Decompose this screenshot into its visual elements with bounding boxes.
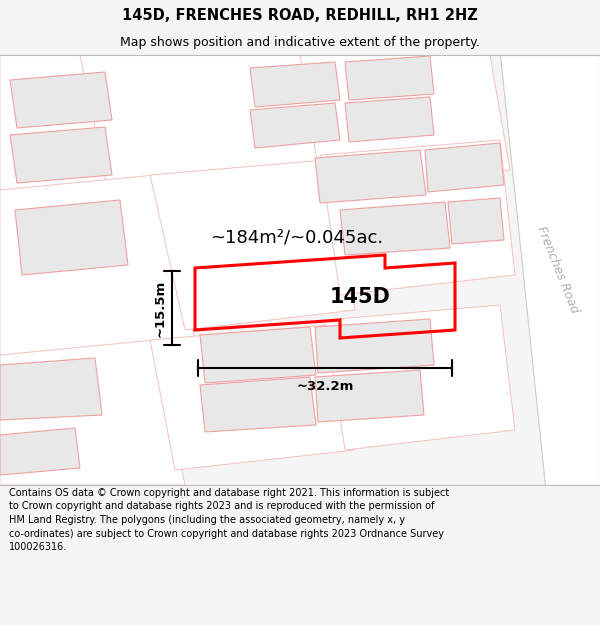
Polygon shape	[150, 325, 355, 470]
Polygon shape	[80, 55, 340, 200]
Polygon shape	[250, 103, 340, 148]
Polygon shape	[500, 55, 600, 485]
Polygon shape	[345, 56, 434, 100]
Polygon shape	[0, 358, 102, 420]
Polygon shape	[345, 97, 434, 142]
Polygon shape	[300, 55, 510, 180]
Text: 145D: 145D	[329, 287, 391, 307]
Text: Contains OS data © Crown copyright and database right 2021. This information is : Contains OS data © Crown copyright and d…	[9, 488, 449, 552]
Polygon shape	[315, 150, 426, 203]
Polygon shape	[325, 305, 515, 450]
Polygon shape	[0, 428, 80, 475]
Polygon shape	[315, 370, 424, 422]
Polygon shape	[0, 340, 185, 485]
Polygon shape	[200, 327, 316, 383]
Text: ~32.2m: ~32.2m	[296, 380, 353, 393]
Polygon shape	[10, 72, 112, 128]
Polygon shape	[10, 127, 112, 183]
Polygon shape	[0, 55, 165, 210]
Text: Frenches Road: Frenches Road	[535, 224, 581, 316]
Polygon shape	[15, 200, 128, 275]
Polygon shape	[150, 160, 355, 330]
Polygon shape	[250, 62, 340, 107]
Polygon shape	[448, 198, 504, 244]
Polygon shape	[315, 319, 434, 373]
Text: ~15.5m: ~15.5m	[154, 279, 167, 337]
Polygon shape	[0, 175, 195, 360]
Polygon shape	[340, 202, 450, 255]
Polygon shape	[425, 143, 504, 192]
Polygon shape	[200, 377, 316, 432]
Text: Map shows position and indicative extent of the property.: Map shows position and indicative extent…	[120, 36, 480, 49]
Polygon shape	[320, 140, 515, 295]
Text: 145D, FRENCHES ROAD, REDHILL, RH1 2HZ: 145D, FRENCHES ROAD, REDHILL, RH1 2HZ	[122, 8, 478, 23]
Text: ~184m²/~0.045ac.: ~184m²/~0.045ac.	[210, 228, 383, 246]
